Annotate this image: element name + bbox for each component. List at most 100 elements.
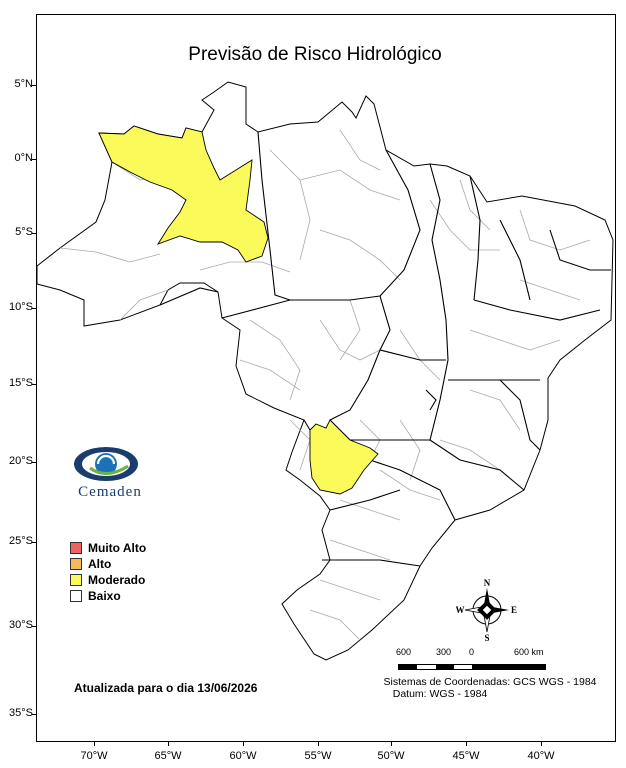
legend-label: Muito Alto <box>88 541 147 555</box>
basin-line <box>339 499 401 521</box>
state-border <box>379 349 446 361</box>
lon-label-70w: 70°W <box>80 750 108 762</box>
state-border <box>329 489 401 511</box>
basin-line <box>329 539 391 561</box>
state-border <box>303 419 311 431</box>
lon-tick <box>541 741 542 746</box>
legend-swatch <box>70 542 82 554</box>
basin-line <box>519 209 591 251</box>
basin-line <box>429 199 500 251</box>
state-border <box>499 219 531 301</box>
lat-label-10s: 10°S <box>9 301 33 313</box>
lon-label-65w: 65°W <box>154 750 182 762</box>
legend-swatch <box>70 574 82 586</box>
state-border <box>499 379 541 451</box>
compass-rose-icon: N S W E <box>456 578 517 642</box>
lat-tick <box>32 626 37 627</box>
lat-label-0: 0°N <box>14 152 33 164</box>
lat-tick <box>32 233 37 234</box>
lat-label-5n: 5°N <box>14 78 33 90</box>
lon-tick <box>466 741 467 746</box>
scale-bar <box>398 664 546 670</box>
state-border <box>429 319 449 441</box>
basin-line <box>319 579 381 601</box>
state-border <box>379 149 421 297</box>
state-borders <box>159 131 611 567</box>
basin-line <box>119 289 169 321</box>
scale-label: 0 <box>469 647 475 657</box>
state-border <box>425 389 437 411</box>
legend-item-alto: Alto <box>70 556 146 572</box>
compass-s: S <box>484 633 489 642</box>
basin-lines <box>59 129 591 641</box>
lat-tick <box>32 384 37 385</box>
lat-label-30s: 30°S <box>9 619 33 631</box>
lon-label-50w: 50°W <box>377 750 405 762</box>
basin-line <box>519 279 581 301</box>
basin-line <box>339 129 381 171</box>
state-border <box>549 229 611 271</box>
datum: Datum: WGS - 1984 <box>392 688 488 700</box>
lon-label-40w: 40°W <box>527 750 555 762</box>
lon-label-60w: 60°W <box>229 750 257 762</box>
basin-line <box>379 469 441 501</box>
lat-label-25s: 25°S <box>9 535 33 547</box>
compass-e: E <box>511 605 517 615</box>
basin-line <box>249 319 301 401</box>
state-border <box>469 175 481 301</box>
state-border <box>221 295 381 319</box>
basin-line <box>439 439 501 471</box>
cemaden-logo-text: Cemaden <box>78 484 142 500</box>
basin-line <box>459 179 491 231</box>
state-border <box>159 287 219 306</box>
state-border <box>369 459 456 521</box>
scale-label: 600 km <box>514 647 544 657</box>
update-date: Atualizada para o dia 13/06/2026 <box>74 681 258 695</box>
lon-label-55w: 55°W <box>304 750 332 762</box>
lat-tick <box>32 159 37 160</box>
legend-item-moderado: Moderado <box>70 572 146 588</box>
coordinate-system: Sistemas de Coordenadas: GCS WGS - 1984 <box>383 676 597 688</box>
lon-label-45w: 45°W <box>452 750 480 762</box>
moderado-region-mato-grosso-do-sul <box>309 419 379 495</box>
lat-label-5s: 5°S <box>15 226 33 238</box>
cemaden-logo-icon <box>74 447 138 481</box>
lon-tick <box>391 741 392 746</box>
state-border <box>329 295 391 421</box>
scale-label: 300 <box>436 647 452 657</box>
legend-label: Alto <box>88 557 112 571</box>
basin-line <box>59 247 161 263</box>
state-border <box>429 439 525 491</box>
risk-legend: Muito Alto Alto Moderado Baixo <box>70 540 146 604</box>
scale-labels: 600 300 0 600 km <box>396 647 546 668</box>
lon-tick <box>318 741 319 746</box>
legend-label: Moderado <box>88 573 146 587</box>
lat-label-20s: 20°S <box>9 455 33 467</box>
basin-line <box>469 389 521 431</box>
lat-tick <box>32 308 37 309</box>
legend-item-baixo: Baixo <box>70 588 146 604</box>
basin-line <box>239 359 301 391</box>
state-border <box>257 131 291 301</box>
state-border <box>473 299 601 321</box>
state-border <box>429 163 447 321</box>
lat-tick <box>32 714 37 715</box>
basin-line <box>339 299 361 361</box>
basin-line <box>299 169 401 201</box>
lon-tick <box>243 741 244 746</box>
lat-label-35s: 35°S <box>9 707 33 719</box>
basin-line <box>399 419 421 481</box>
legend-label: Baixo <box>88 589 121 603</box>
legend-item-muito-alto: Muito Alto <box>70 540 146 556</box>
lon-tick <box>94 741 95 746</box>
legend-swatch <box>70 558 82 570</box>
lat-tick <box>32 85 37 86</box>
basin-line <box>319 319 381 361</box>
basin-line <box>309 609 361 641</box>
basin-line <box>319 229 401 281</box>
map-title: Previsão de Risco Hidrológico <box>188 44 442 65</box>
lat-label-15s: 15°S <box>9 377 33 389</box>
basin-line <box>469 329 561 351</box>
lon-tick <box>168 741 169 746</box>
